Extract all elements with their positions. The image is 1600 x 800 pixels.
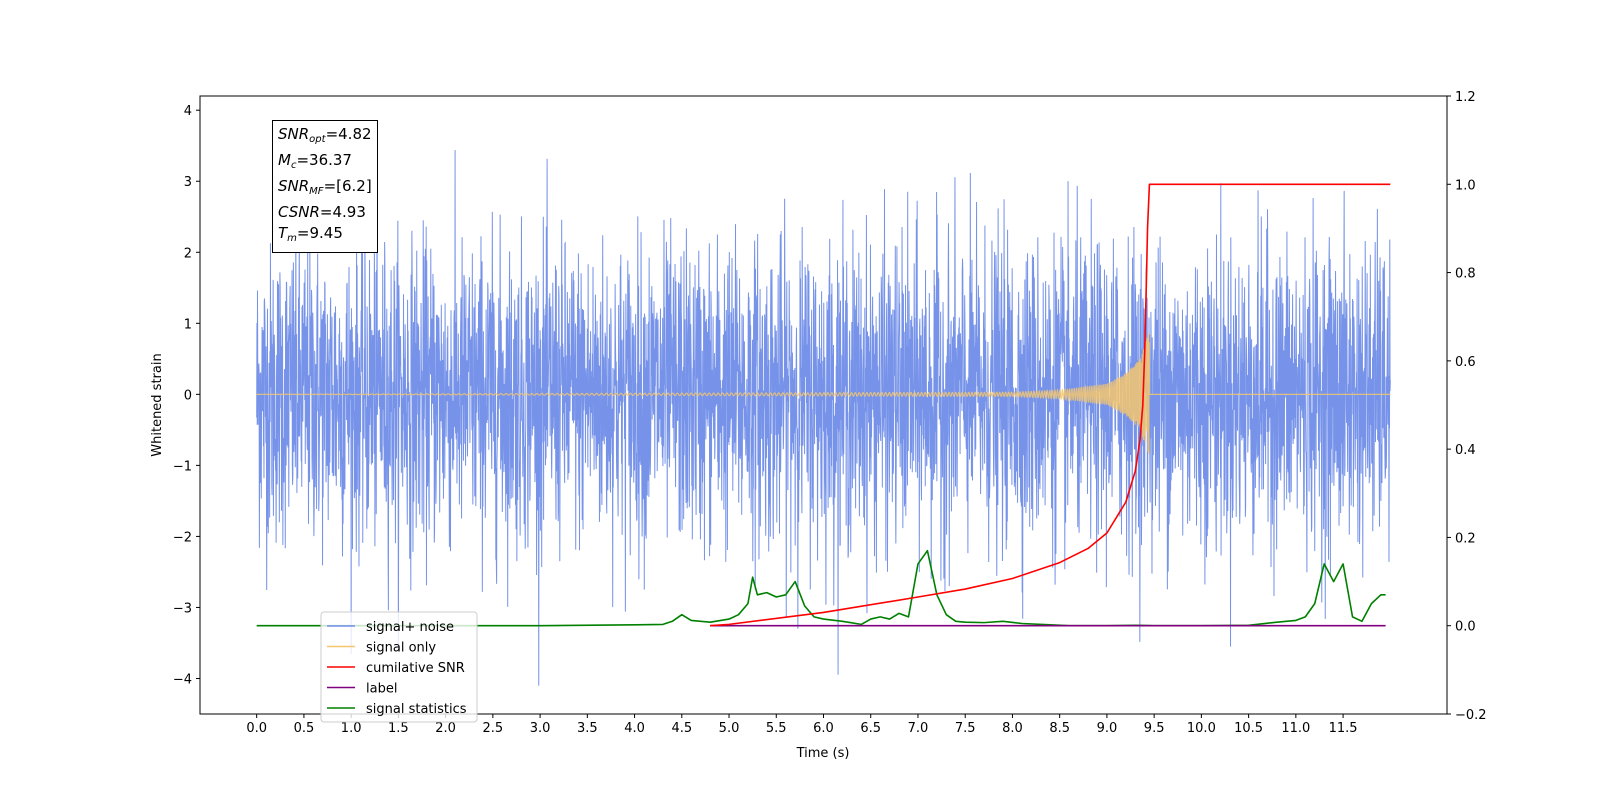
x-tick-label: 4.0	[624, 721, 645, 736]
y2-tick-label: 1.0	[1455, 178, 1476, 193]
x-tick-label: 9.0	[1097, 721, 1118, 736]
annotation-box: SNRopt=4.82 Mc=36.37 SNRMF=[6.2] CSNR=4.…	[272, 120, 378, 253]
legend-box	[320, 611, 478, 723]
snr-mf-row: SNRMF=[6.2]	[278, 177, 372, 197]
x-tick-label: 10.0	[1187, 721, 1216, 736]
legend-label: cumilative SNR	[366, 661, 465, 676]
y-axis-right: 1.2 1.0 0.8 0.6 0.4 0.2 0.0 −0.2	[1447, 90, 1487, 723]
x-axis: 0.0 0.5 1.0 1.5 2.0 2.5 3.0 3.5 4.0 4.5 5.0 5.5 6.0 6…	[246, 714, 1358, 736]
snr-mf-value: [6.2]	[336, 177, 372, 195]
x-tick-label: 3.0	[530, 721, 551, 736]
y-tick-label: 4	[184, 104, 192, 119]
y2-tick-label: 0.0	[1455, 620, 1476, 635]
legend-label: label	[366, 682, 397, 697]
x-tick-label: 7.5	[955, 721, 976, 736]
x-tick-label: 5.0	[719, 721, 740, 736]
y-tick-label: 3	[184, 175, 192, 190]
chirp-mass-value: 36.37	[309, 151, 352, 169]
csnr-value: 4.93	[332, 203, 366, 221]
legend-label: signal statistics	[366, 702, 467, 717]
x-tick-label: 9.5	[1144, 721, 1165, 736]
y2-tick-label: 0.2	[1455, 531, 1476, 546]
x-tick-label: 6.0	[813, 721, 834, 736]
x-tick-label: 2.0	[435, 721, 456, 736]
y-tick-label: −1	[173, 459, 192, 474]
x-tick-label: 0.0	[246, 721, 267, 736]
y-tick-label: 2	[184, 246, 192, 261]
y2-tick-label: 0.6	[1455, 355, 1476, 370]
series-signal-noise	[256, 150, 1391, 686]
y-tick-label: −4	[173, 672, 192, 687]
x-tick-label: 1.5	[388, 721, 409, 736]
plot-series-layer	[256, 150, 1391, 686]
series-signal-only	[256, 333, 1391, 454]
merger-time-row: Tm=9.45	[278, 224, 343, 244]
y-tick-label: −2	[173, 530, 192, 545]
legend-label: signal only	[366, 641, 436, 656]
x-tick-label: 6.5	[860, 721, 881, 736]
y-tick-label: 1	[184, 317, 192, 332]
x-tick-label: 3.5	[577, 721, 598, 736]
legend: signal+ noise signal only cumilative SNR la…	[320, 611, 478, 723]
snr-opt-value: 4.82	[338, 125, 372, 143]
y-tick-label: −3	[173, 601, 192, 616]
y-axis-left: 4 3 2 1 0 −1 −2 −3 −4	[173, 104, 200, 687]
y2-tick-label: 0.4	[1455, 443, 1476, 458]
y-tick-label: 0	[184, 388, 192, 403]
csnr-row: CSNR=4.93	[278, 203, 366, 221]
snr-opt-row: SNRopt=4.82	[278, 125, 372, 145]
series-cumulative-snr	[710, 183, 1391, 627]
y2-tick-label: −0.2	[1455, 708, 1487, 723]
x-tick-label: 10.5	[1234, 721, 1263, 736]
x-axis-label: Time (s)	[796, 746, 850, 761]
x-tick-label: 5.5	[766, 721, 787, 736]
legend-label: signal+ noise	[366, 620, 454, 635]
x-tick-label: 11.5	[1329, 721, 1358, 736]
x-tick-label: 8.5	[1049, 721, 1070, 736]
chirp-mass-row: Mc=36.37	[278, 151, 352, 171]
merger-time-value: 9.45	[309, 224, 343, 242]
x-tick-label: 8.0	[1002, 721, 1023, 736]
series-signal-statistics	[256, 549, 1386, 627]
x-tick-label: 1.0	[341, 721, 362, 736]
x-tick-label: 0.5	[294, 721, 315, 736]
y2-tick-label: 1.2	[1455, 90, 1476, 105]
y2-tick-label: 0.8	[1455, 267, 1476, 282]
y-axis-label: Whitened strain	[150, 353, 165, 456]
x-tick-label: 2.5	[483, 721, 504, 736]
x-tick-label: 11.0	[1281, 721, 1310, 736]
x-tick-label: 7.0	[908, 721, 929, 736]
x-tick-label: 4.5	[671, 721, 692, 736]
